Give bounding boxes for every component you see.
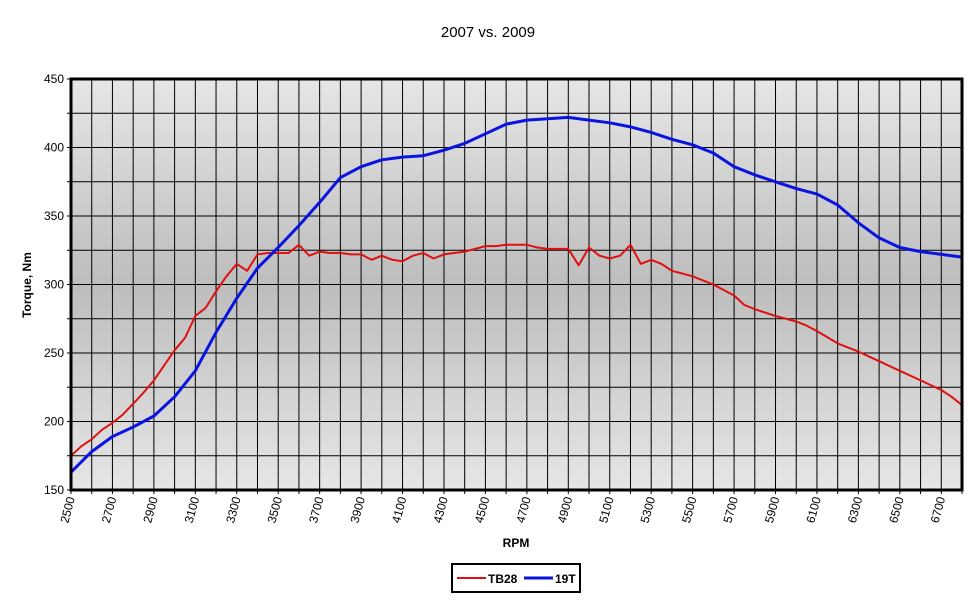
x-tick-label: 6500 [886, 495, 907, 525]
y-tick-label: 450 [44, 72, 64, 86]
x-tick-label: 2500 [57, 495, 78, 525]
y-tick-label: 200 [44, 415, 64, 429]
x-tick-label: 6100 [803, 495, 824, 525]
x-tick-label: 4100 [389, 495, 410, 525]
x-tick-label: 4500 [472, 495, 493, 525]
legend: TB28 19T [451, 563, 581, 593]
series-line-19t [69, 115, 963, 474]
x-tick-label: 5900 [762, 495, 783, 525]
x-tick-label: 3500 [265, 495, 286, 525]
x-axis-label: RPM [503, 536, 530, 550]
y-tick-labels: 150 200 250 300 350 400 450 [44, 72, 64, 497]
y-tick-label: 400 [44, 141, 64, 155]
chart-title: 2007 vs. 2009 [441, 24, 535, 41]
x-tick-label: 6700 [928, 495, 949, 525]
x-tick-label: 4900 [555, 495, 576, 525]
y-axis-label: Torque, Nm [20, 252, 34, 318]
x-tick-label: 5100 [596, 495, 617, 525]
x-tick-label: 3900 [348, 495, 369, 525]
x-tick-labels: 2500 2700 2900 3100 3300 3500 3700 3900 4100 4300… [57, 495, 948, 525]
y-tick-label: 300 [44, 278, 64, 292]
legend-label-tb28: TB28 [488, 572, 518, 586]
x-tick-label: 5500 [679, 495, 700, 525]
series-lines [69, 115, 963, 474]
x-tick-label: 5300 [638, 495, 659, 525]
y-tick-label: 350 [44, 209, 64, 223]
x-tick-label: 4300 [430, 495, 451, 525]
x-tick-label: 3100 [182, 495, 203, 525]
x-tick-label: 5700 [721, 495, 742, 525]
x-tick-label: 4700 [513, 495, 534, 525]
x-tick-label: 3700 [306, 495, 327, 525]
y-tick-label: 250 [44, 346, 64, 360]
plot-border [69, 77, 964, 492]
x-tick-label: 6300 [845, 495, 866, 525]
legend-label-19t: 19T [555, 572, 576, 586]
x-tick-label: 2700 [99, 495, 120, 525]
x-tick-label: 3300 [223, 495, 244, 525]
series-line-tb28 [70, 243, 963, 457]
x-tick-label: 2900 [140, 495, 161, 525]
y-tick-label: 150 [44, 483, 64, 497]
